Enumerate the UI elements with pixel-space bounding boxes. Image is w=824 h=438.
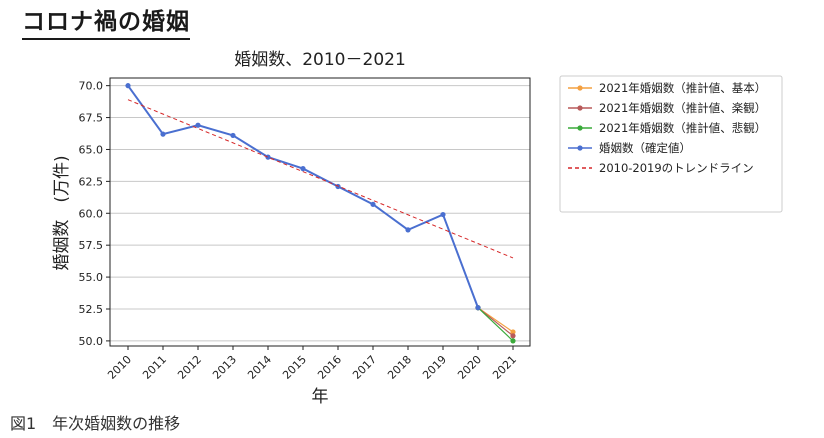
y-tick-label: 62.5 <box>79 175 104 188</box>
legend-marker <box>577 105 583 111</box>
y-tick-label: 50.0 <box>79 335 104 348</box>
x-tick-label: 2017 <box>350 353 379 382</box>
legend-label: 2010-2019のトレンドライン <box>599 161 754 175</box>
x-tick-label: 2019 <box>420 353 449 382</box>
legend-label: 2021年婚姻数（推計値、楽観） <box>599 101 766 115</box>
y-tick-label: 67.5 <box>79 112 104 125</box>
legend-marker <box>577 85 583 91</box>
y-tick-label: 52.5 <box>79 303 104 316</box>
series-line <box>127 99 514 259</box>
x-tick-labels: 2010 2011 2012 2013 2014 2015 2016 2017 2018 2019… <box>105 346 519 382</box>
data-point <box>195 122 201 128</box>
data-point <box>125 83 131 89</box>
legend-label: 婚姻数（確定値） <box>599 141 691 155</box>
x-tick-label: 2011 <box>140 353 169 382</box>
data-point <box>510 338 516 344</box>
data-point <box>440 211 446 218</box>
series-line <box>127 85 479 309</box>
y-tick-label: 70.0 <box>79 80 104 93</box>
legend-marker <box>577 125 583 131</box>
legend-marker <box>577 145 583 151</box>
data-point <box>510 333 516 339</box>
x-tick-label: 2020 <box>455 353 484 382</box>
y-tick-label: 65.0 <box>79 143 104 156</box>
data-point <box>230 132 236 139</box>
y-tick-label: 57.5 <box>79 239 104 252</box>
legend-box <box>559 75 783 213</box>
x-tick-label: 2016 <box>315 353 344 382</box>
y-axis-label: 婚姻数 (万件) <box>52 155 72 270</box>
y-tick-label: 55.0 <box>79 271 104 284</box>
data-point <box>475 305 481 311</box>
figure-caption: 図1 年次婚姻数の推移 <box>10 414 181 433</box>
y-tick-label: 60.0 <box>79 207 104 220</box>
data-point <box>160 131 166 137</box>
x-tick-label: 2013 <box>210 353 239 382</box>
x-tick-label: 2010 <box>105 353 134 382</box>
data-point <box>370 201 376 207</box>
x-tick-label: 2014 <box>245 353 274 382</box>
series-layer <box>125 83 516 344</box>
chart-title: 婚姻数、2010－2021 <box>234 50 406 70</box>
legend: 2021年婚姻数（推計値、基本） 2021年婚姻数（推計値、楽観） 2021年婚姻数… <box>559 75 783 213</box>
data-point <box>510 329 516 335</box>
y-tick-labels: 50.0 52.5 55.0 57.5 60.0 62.5 65.0 67.5 70.0 <box>79 80 110 348</box>
marriage-line-chart: 婚姻数、2010－2021 50.0 52.5 55.0 57.5 60.0 62.5 65… <box>52 50 783 406</box>
legend-label: 2021年婚姻数（推計値、基本） <box>599 81 766 95</box>
grid-lines <box>110 85 530 342</box>
page-heading: コロナ禍の婚姻 <box>22 2 190 40</box>
x-tick-label: 2021 <box>490 353 519 382</box>
x-axis-label: 年 <box>312 387 329 406</box>
data-point <box>405 227 411 233</box>
x-tick-label: 2012 <box>175 353 204 382</box>
series-line <box>477 307 514 337</box>
x-tick-label: 2018 <box>385 353 414 382</box>
plot-frame <box>109 77 531 347</box>
data-point <box>265 154 271 160</box>
data-point <box>300 166 306 172</box>
x-tick-label: 2015 <box>280 353 309 382</box>
series-line <box>477 307 514 342</box>
legend-label: 2021年婚姻数（推計値、悲観） <box>599 121 766 135</box>
